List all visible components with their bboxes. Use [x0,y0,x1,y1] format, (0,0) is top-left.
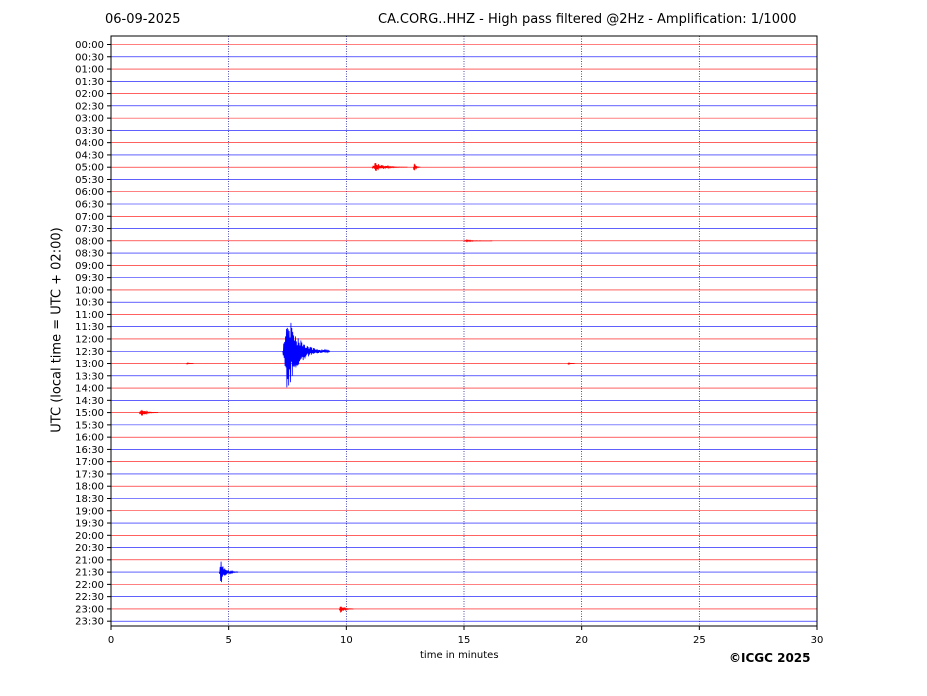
y-tick-label-0130: 01:30 [75,77,104,88]
y-tick-label-1800: 18:00 [75,482,104,493]
y-tick-label-1500: 15:00 [75,408,104,419]
x-tick-label-15: 15 [458,635,471,646]
y-tick-label-1030: 10:30 [75,298,104,309]
y-tick-label-1330: 13:30 [75,371,104,382]
seismic-events [138,162,575,613]
y-tick-label-0030: 00:30 [75,52,104,63]
x-tick-label-10: 10 [340,635,353,646]
x-ticks: 0 5 10 15 20 25 30 [108,626,824,646]
y-tick-label-1530: 15:30 [75,420,104,431]
event-1500-6 [138,409,159,416]
y-tick-label-0330: 03:30 [75,126,104,137]
y-tick-label-0200: 02:00 [75,89,104,100]
x-tick-label-25: 25 [693,635,706,646]
y-tick-label-0730: 07:30 [75,224,104,235]
y-tick-label-0900: 09:00 [75,261,104,272]
y-tick-label-1400: 14:00 [75,384,104,395]
y-tick-label-1930: 19:30 [75,519,104,530]
chart-title: CA.CORG..HHZ - High pass filtered @2Hz -… [378,12,797,27]
y-tick-label-1230: 12:30 [75,347,104,358]
x-tick-label-20: 20 [575,635,588,646]
y-tick-label-2230: 22:30 [75,592,104,603]
y-tick-label-1000: 10:00 [75,285,104,296]
y-tick-label-0930: 09:30 [75,273,104,284]
y-tick-label-1100: 11:00 [75,310,104,321]
y-tick-label-2300: 23:00 [75,604,104,615]
y-tick-label-0230: 02:30 [75,101,104,112]
y-tick-label-1630: 16:30 [75,445,104,456]
y-tick-label-0300: 03:00 [75,114,104,125]
y-tick-label-0500: 05:00 [75,163,104,174]
y-tick-label-2200: 22:00 [75,580,104,591]
event-1300-4 [186,362,194,365]
y-tick-label-1730: 17:30 [75,469,104,480]
y-tick-label-0630: 06:30 [75,200,104,211]
event-0500-1 [413,163,421,171]
y-tick-label-0800: 08:00 [75,236,104,247]
y-tick-label-1430: 14:30 [75,396,104,407]
y-tick-label-2000: 20:00 [75,531,104,542]
y-tick-label-2130: 21:30 [75,568,104,579]
y-tick-label-1130: 11:30 [75,322,104,333]
y-tick-label-2030: 20:30 [75,543,104,554]
y-tick-label-0430: 04:30 [75,150,104,161]
y-tick-label-0100: 01:00 [75,65,104,76]
y-tick-label-0600: 06:00 [75,187,104,198]
y-tick-label-0830: 08:30 [75,249,104,260]
x-tick-label-5: 5 [225,635,231,646]
vertical-grid [228,36,700,626]
y-tick-label-1900: 19:00 [75,506,104,517]
x-tick-label-30: 30 [811,635,824,646]
y-tick-label-2100: 21:00 [75,555,104,566]
y-tick-label-2330: 23:30 [75,617,104,628]
event-2130-7 [218,561,239,583]
event-1230-3 [282,322,331,388]
trace-rows [111,44,817,622]
y-tick-label-1200: 12:00 [75,334,104,345]
x-axis-label: time in minutes [420,650,499,661]
event-1300-5 [567,362,575,366]
event-0500-0 [371,162,408,171]
y-tick-label-1300: 13:00 [75,359,104,370]
copyright-label: ©ICGC 2025 [729,651,811,665]
x-tick-label-0: 0 [108,635,114,646]
event-2300-8 [338,606,354,613]
y-tick-label-0400: 04:00 [75,138,104,149]
y-tick-label-1700: 17:00 [75,457,104,468]
y-tick-label-1830: 18:30 [75,494,104,505]
y-tick-label-1600: 16:00 [75,433,104,444]
y-tick-label-0530: 05:30 [75,175,104,186]
date-label: 06-09-2025 [105,12,181,27]
y-tick-label-0700: 07:00 [75,212,104,223]
y-tick-label-0000: 00:00 [75,40,104,51]
event-0800-2 [463,238,493,243]
